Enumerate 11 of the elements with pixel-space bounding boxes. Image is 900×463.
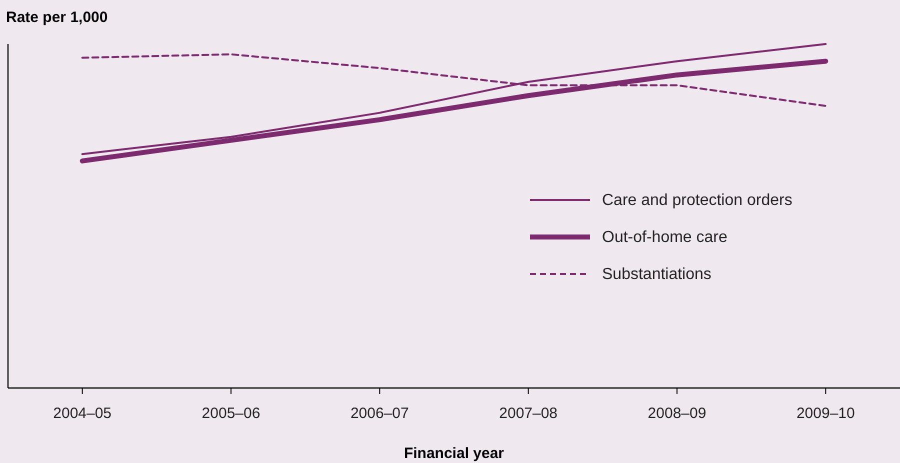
legend-label: Out-of-home care <box>602 229 728 246</box>
legend-label: Substantiations <box>602 266 712 283</box>
x-tick-label: 2006–07 <box>350 405 409 422</box>
legend-label: Care and protection orders <box>602 192 792 209</box>
y-axis-title: Rate per 1,000 <box>6 9 108 26</box>
x-tick-label: 2008–09 <box>648 405 706 422</box>
x-tick-label: 2009–10 <box>796 405 855 422</box>
x-tick-label: 2007–08 <box>499 405 558 422</box>
x-tick-label: 2004–05 <box>53 405 112 422</box>
x-axis-title: Financial year <box>404 445 504 462</box>
x-tick-label: 2005–06 <box>202 405 260 422</box>
